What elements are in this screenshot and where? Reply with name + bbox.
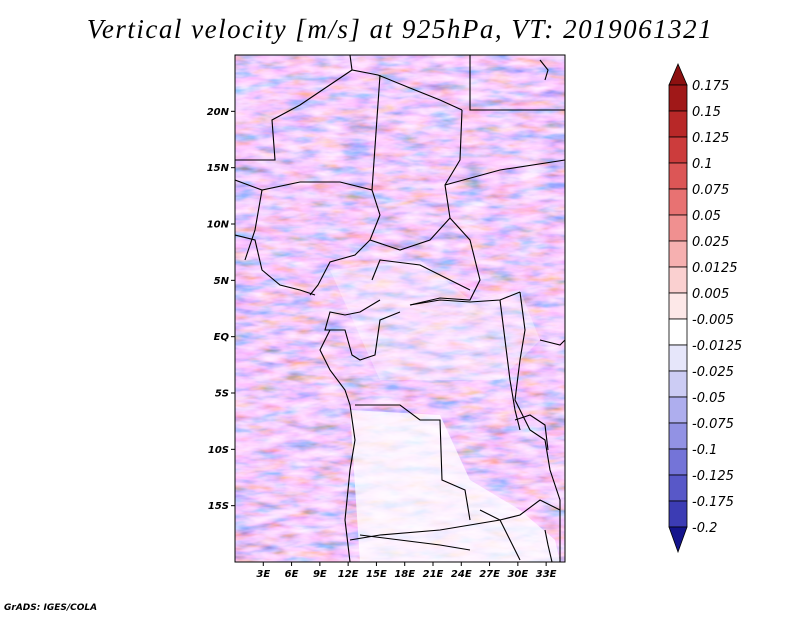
colorbar-segment: [668, 266, 688, 294]
colorbar-segment: [668, 448, 688, 476]
colorbar-label: -0.125: [692, 469, 734, 484]
lat-tick-label: 20N: [207, 107, 230, 118]
lon-tick-label: 33E: [536, 569, 557, 580]
colorbar-label: 0.05: [692, 209, 721, 224]
lon-tick-label: 27E: [479, 569, 500, 580]
lat-tick-label: 5N: [214, 276, 230, 287]
colorbar-segment: [668, 422, 688, 450]
colorbar-segment: [668, 240, 688, 268]
colorbar-segment: [668, 396, 688, 424]
colorbar-top-arrow: [668, 62, 688, 86]
colorbar-label: -0.1: [692, 443, 717, 458]
colorbar-segment: [668, 136, 688, 164]
latitude-axis: 20N 15N 10N 5N EQ 5S 10S 15S: [207, 107, 235, 512]
lat-tick-label: 15N: [207, 163, 230, 174]
colorbar-label: -0.175: [692, 495, 734, 510]
lon-tick-label: 30E: [507, 569, 528, 580]
lat-tick-label: 15S: [208, 501, 229, 512]
colorbar-label: -0.2: [692, 521, 717, 536]
colorbar-label: -0.075: [692, 417, 734, 432]
colorbar-label: -0.05: [692, 391, 726, 406]
lat-tick-label: EQ: [214, 332, 230, 343]
colorbar-label: -0.005: [692, 313, 734, 328]
colorbar-label: 0.125: [692, 131, 729, 146]
plot-title: Vertical velocity [m/s] at 925hPa, VT: 2…: [86, 14, 714, 44]
colorbar-segment: [668, 214, 688, 242]
colorbar-bottom-arrow: [668, 526, 688, 554]
lon-tick-label: 3E: [256, 569, 270, 580]
colorbar-segment: [668, 292, 688, 320]
colorbar-label: 0.075: [692, 183, 729, 198]
colorbar-segment: [668, 370, 688, 398]
colorbar-label: -0.025: [692, 365, 734, 380]
lon-tick-label: 18E: [394, 569, 415, 580]
colorbar-label: 0.025: [692, 235, 729, 250]
colorbar-label: 0.15: [692, 105, 721, 120]
colorbar-segment: [668, 110, 688, 138]
colorbar-segment: [668, 318, 688, 346]
colorbar-segment: [668, 500, 688, 528]
colorbar-label: 0.005: [692, 287, 729, 302]
colorbar-segment: [668, 84, 688, 112]
software-credit: GrADS: IGES/COLA: [4, 603, 98, 613]
longitude-axis: 3E 6E 9E 12E 15E 18E 21E 24E 27E 30E 33E: [256, 562, 557, 580]
lon-tick-label: 15E: [366, 569, 387, 580]
map-frame: [234, 54, 566, 563]
colorbar-label: -0.0125: [692, 339, 742, 354]
velocity-field: [235, 55, 565, 562]
lon-tick-label: 12E: [338, 569, 359, 580]
colorbar: 0.175 0.15 0.125 0.1 0.075 0.05 0.025 0.0125 0.0…: [668, 62, 742, 554]
lon-tick-label: 24E: [451, 569, 472, 580]
colorbar-segment: [668, 162, 688, 190]
colorbar-segment: [668, 188, 688, 216]
colorbar-segment: [668, 474, 688, 502]
lat-tick-label: 5S: [215, 389, 229, 400]
colorbar-label: 0.1: [692, 157, 713, 172]
colorbar-label: 0.0125: [692, 261, 738, 276]
colorbar-segment: [668, 344, 688, 372]
lat-tick-label: 10S: [208, 445, 229, 456]
lat-tick-label: 10N: [207, 220, 230, 231]
lon-tick-label: 21E: [423, 569, 444, 580]
lon-tick-label: 6E: [285, 569, 299, 580]
colorbar-label: 0.175: [692, 79, 729, 94]
country-borders: [235, 55, 565, 562]
lon-tick-label: 9E: [313, 569, 327, 580]
